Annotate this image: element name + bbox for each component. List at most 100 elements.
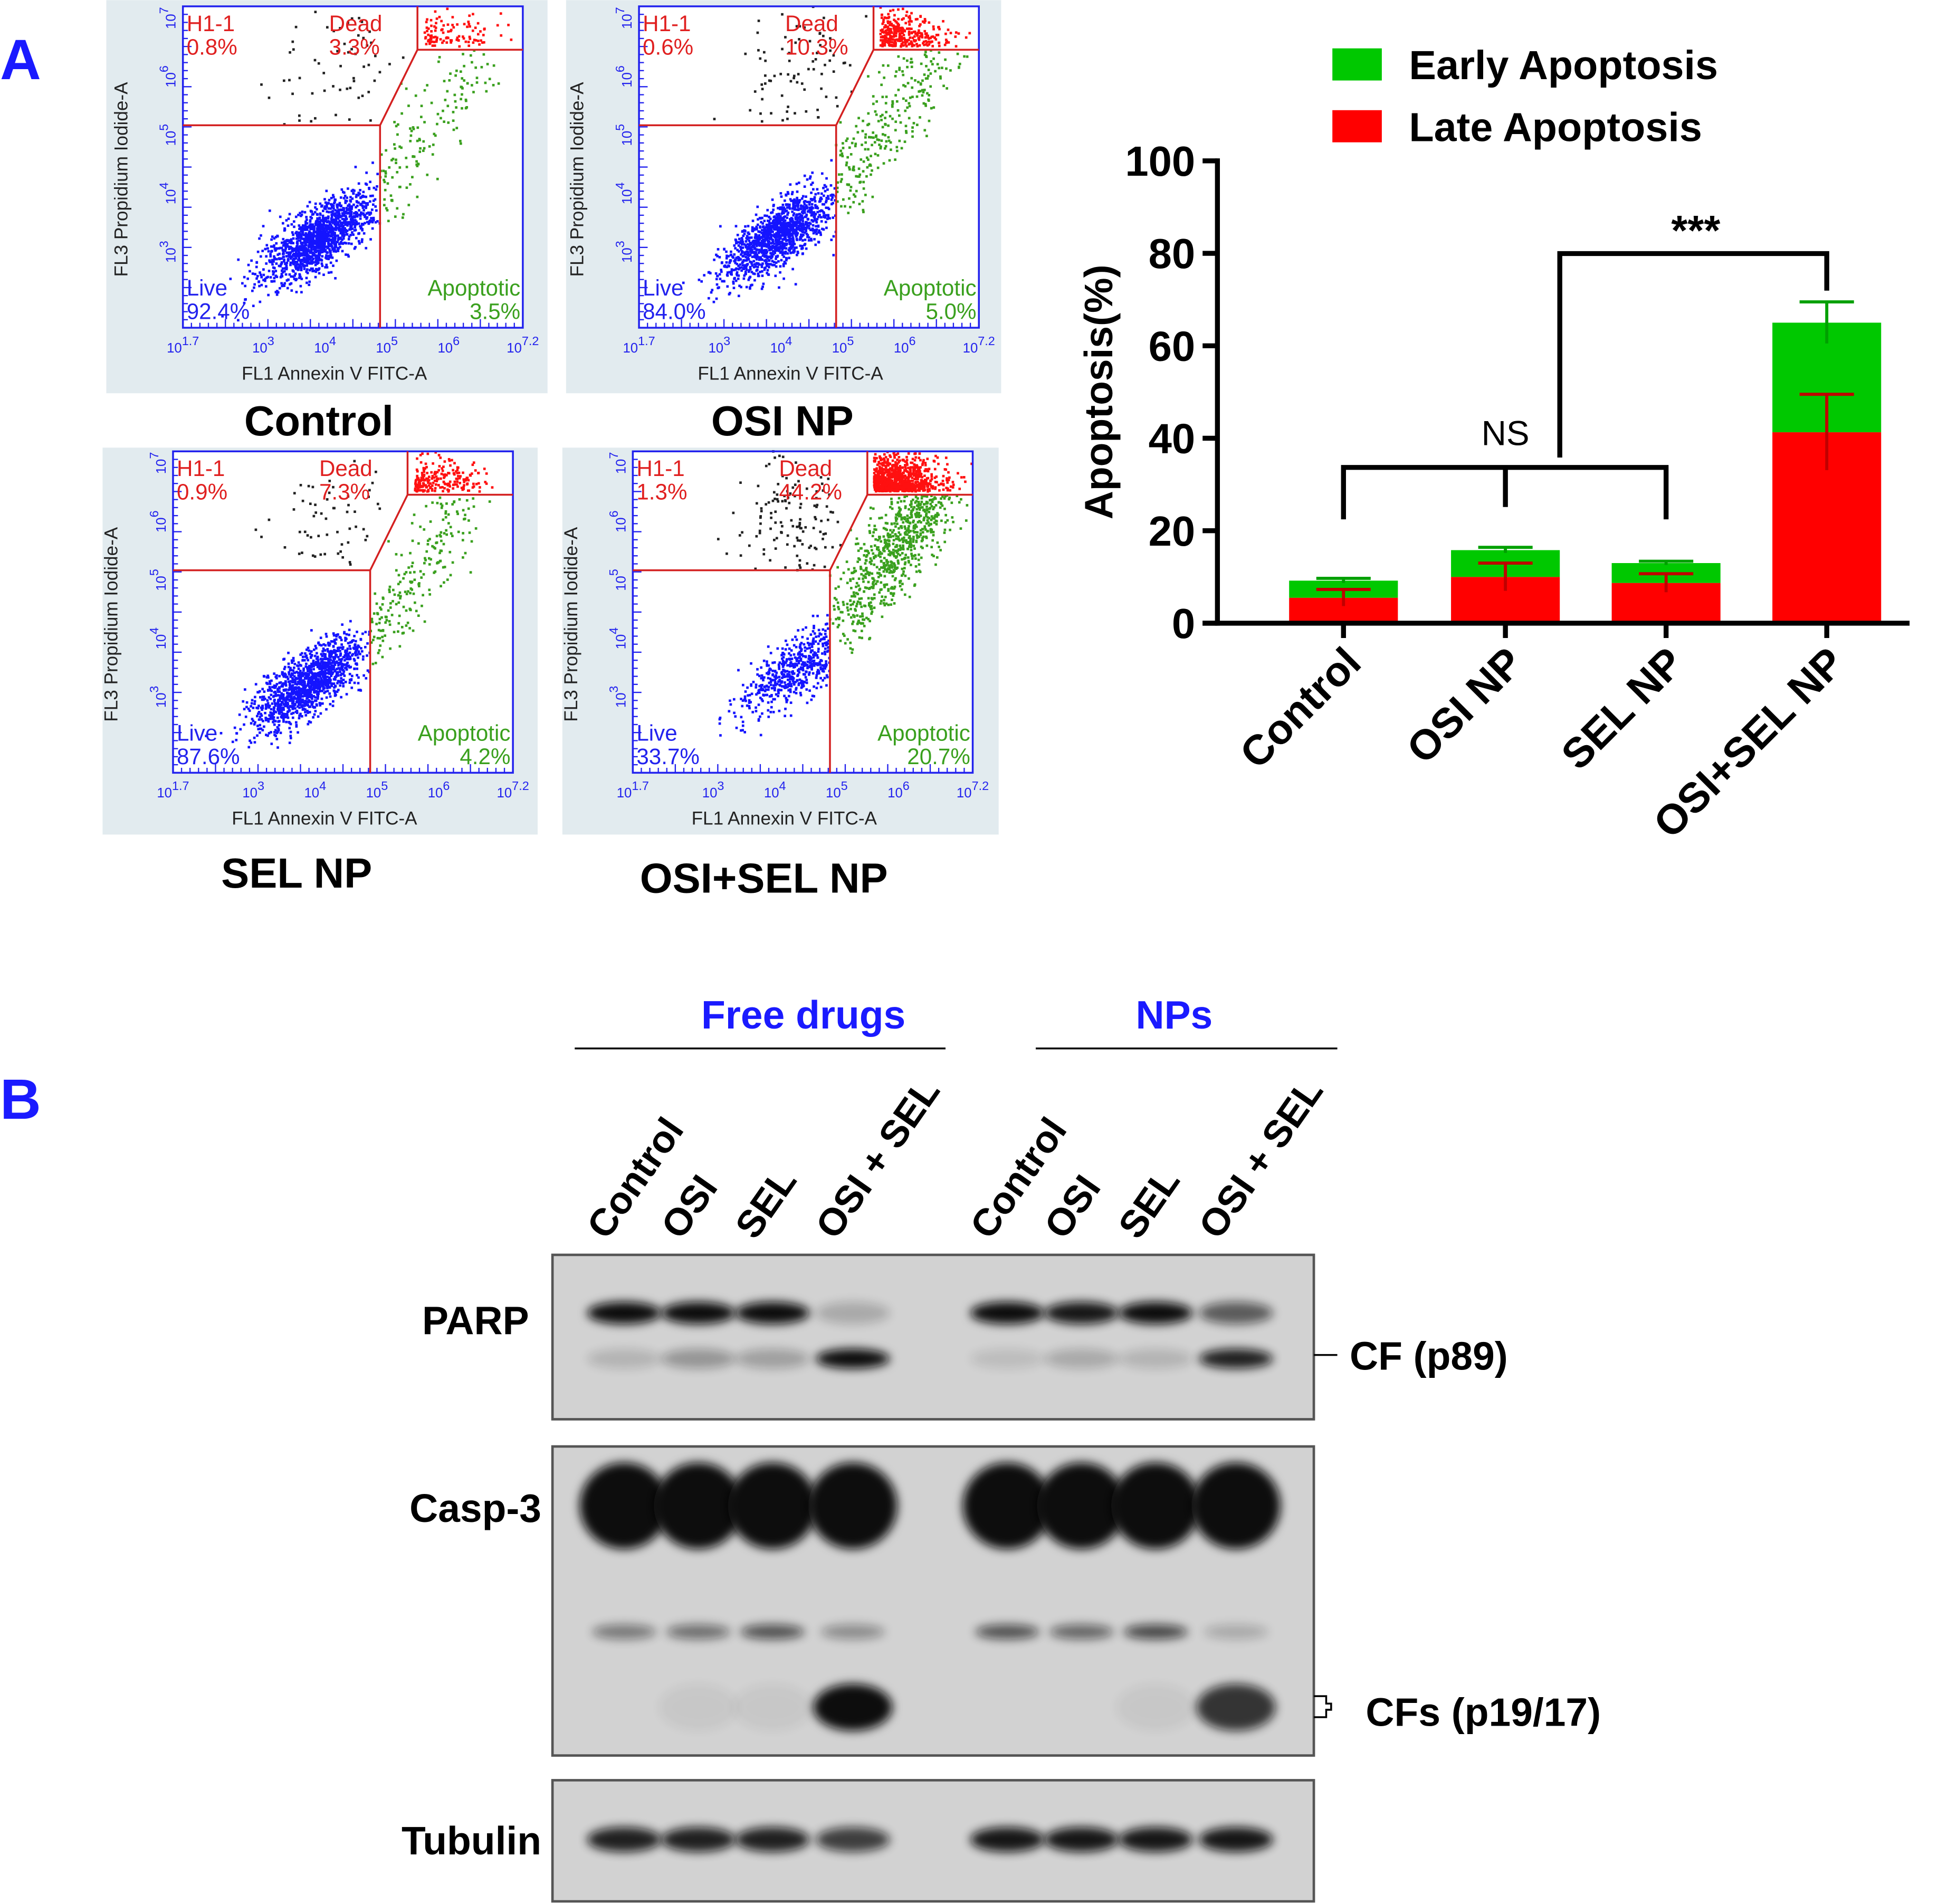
- tick-base: 10: [770, 341, 786, 356]
- panel-label: A: [0, 27, 41, 91]
- blot-band: [816, 1349, 890, 1368]
- tick-base: 10: [164, 14, 179, 29]
- tick-base: 10: [154, 459, 169, 474]
- tick-exponent: 5: [841, 779, 848, 793]
- tick-base: 10: [826, 786, 841, 801]
- quadrant-name: Apoptotic: [418, 720, 511, 745]
- quadrant-percent: 7.3%: [319, 480, 370, 504]
- blot-band: [1049, 1624, 1114, 1639]
- blot-band: [1044, 1827, 1119, 1852]
- y-axis-label: FL3 Propidium Iodide-A: [101, 527, 122, 722]
- blot-band: [816, 1302, 890, 1324]
- quadrant-percent: 33.7%: [636, 744, 700, 769]
- tick-base: 10: [702, 786, 718, 801]
- quadrant-percent: 5.0%: [925, 299, 976, 324]
- tick-base: 10: [957, 786, 972, 801]
- tick-base: 10: [252, 341, 268, 356]
- quadrant-percent: 87.6%: [177, 744, 240, 769]
- quadrant-percent: 0.8%: [187, 34, 237, 59]
- tick-exponent: 3: [723, 334, 730, 348]
- tick-exponent: 7: [613, 7, 627, 14]
- tick-base: 10: [304, 786, 319, 801]
- tick-exponent: 7: [147, 452, 161, 459]
- panel-title: OSI+SEL NP: [640, 855, 888, 902]
- tick-base: 10: [164, 247, 179, 263]
- quadrant-name: Dead: [779, 456, 832, 481]
- blot-band: [970, 1349, 1045, 1368]
- quadrant-percent: 3.5%: [470, 299, 520, 324]
- tick-exponent: 7: [607, 452, 620, 459]
- fragment-label: CF (p89): [1350, 1334, 1508, 1378]
- tick-base: 10: [887, 786, 903, 801]
- tick-exponent: 3: [613, 241, 627, 247]
- blot-band: [1204, 1624, 1268, 1639]
- quadrant-percent: 0.9%: [177, 480, 227, 504]
- tick-exponent: 6: [443, 779, 450, 793]
- tick-exponent: 4: [613, 183, 627, 189]
- blot-band: [1119, 1827, 1193, 1852]
- tick-exponent: 5: [607, 569, 620, 576]
- tick-exponent: 3: [147, 686, 161, 693]
- blot-band: [661, 1827, 736, 1852]
- quadrant-percent: 84.0%: [643, 299, 706, 324]
- panel-title: OSI NP: [711, 397, 854, 444]
- quadrant-percent: 1.3%: [636, 480, 687, 504]
- blot-box: [552, 1255, 1314, 1420]
- tick-base: 10: [764, 786, 779, 801]
- blot-band: [1123, 1624, 1188, 1639]
- tick-base: 10: [437, 341, 453, 356]
- tick-base: 10: [620, 72, 635, 88]
- blot-band: [1191, 1462, 1281, 1549]
- flow-panel: 101.7103104105106107.2103104105106107FL1…: [566, 0, 1001, 444]
- blot-band: [666, 1624, 731, 1639]
- group-label: Free drugs: [701, 993, 905, 1037]
- blot-band: [587, 1827, 662, 1852]
- blot-band: [587, 1349, 662, 1368]
- tick-exponent: 3: [157, 241, 171, 247]
- tick-base: 10: [620, 189, 635, 205]
- y-tick-label: 80: [1149, 230, 1196, 277]
- blot-band: [1119, 1302, 1193, 1324]
- tick-exponent: 4: [329, 334, 336, 348]
- blot-band: [728, 1462, 817, 1549]
- x-axis-label: FL1 Annexin V FITC-A: [242, 363, 427, 384]
- tick-base: 10: [614, 517, 628, 532]
- tick-base: 10: [376, 341, 391, 356]
- blot-band: [659, 1684, 738, 1731]
- tick-exponent: 7: [157, 7, 171, 14]
- blot-band: [970, 1827, 1045, 1852]
- blot-band: [587, 1302, 662, 1324]
- quadrant-name: H1-1: [643, 11, 691, 36]
- flow-panel: 101.7103104105106107.2103104105106107FL1…: [561, 448, 999, 901]
- row-label: PARP: [422, 1298, 529, 1343]
- tick-exponent: 4: [319, 779, 326, 793]
- legend-swatch: [1332, 110, 1382, 142]
- y-axis-label: FL3 Propidium Iodide-A: [561, 527, 581, 722]
- y-axis-label: FL3 Propidium Iodide-A: [567, 82, 588, 277]
- tick-base: 10: [614, 693, 628, 708]
- tick-exponent: 1.7: [182, 334, 199, 348]
- quadrant-name: Dead: [785, 11, 838, 36]
- tick-exponent: 5: [391, 334, 398, 348]
- tick-exponent: 6: [147, 510, 161, 517]
- tick-base: 10: [497, 786, 512, 801]
- y-tick-label: 60: [1149, 322, 1196, 369]
- tick-base: 10: [366, 786, 381, 801]
- quadrant-percent: 44.2%: [779, 480, 842, 504]
- quadrant-percent: 10.3%: [785, 34, 848, 59]
- tick-base: 10: [620, 14, 635, 29]
- tick-base: 10: [832, 341, 847, 356]
- quadrant-percent: 4.2%: [460, 744, 510, 769]
- panel-title: Control: [244, 397, 394, 444]
- annotation: NS: [1482, 414, 1530, 453]
- y-tick-label: 100: [1125, 138, 1195, 185]
- quadrant-name: Dead: [319, 456, 373, 481]
- quadrant-name: Apoptotic: [427, 275, 520, 300]
- blot-band: [816, 1827, 890, 1852]
- quadrant-name: Live: [643, 275, 683, 300]
- blot-band: [592, 1624, 656, 1639]
- quadrant-name: Live: [636, 720, 677, 745]
- tick-base: 10: [623, 341, 638, 356]
